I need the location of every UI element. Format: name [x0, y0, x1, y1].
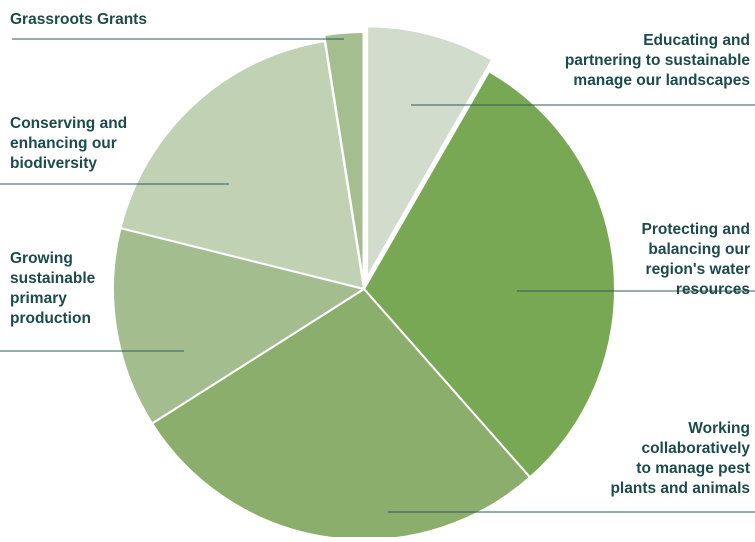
- slice-label-line: region's water: [646, 261, 750, 278]
- slice-label-line: sustainable: [10, 270, 96, 287]
- pie-slice-4: [112, 227, 365, 425]
- pie-slice-6: [323, 31, 365, 285]
- slice-label-line: to manage pest: [636, 460, 750, 477]
- slice-label-line: Grassroots Grants: [10, 11, 147, 28]
- leader-lines-layer: [0, 38, 755, 513]
- slice-label-1: Educating and partnering to sustainable ma…: [565, 32, 751, 89]
- pie-slice-5: [119, 40, 365, 290]
- slice-label-line: resources: [676, 281, 750, 298]
- pie-slice-2: [363, 70, 616, 479]
- slice-label-line: collaboratively: [641, 440, 750, 457]
- slice-label-line: balancing our: [648, 241, 750, 258]
- pie-slice-1: [366, 25, 494, 279]
- slice-label-line: Educating and: [643, 32, 750, 49]
- slice-label-4: Growing sustainable primary production: [10, 250, 96, 327]
- slice-label-line: production: [10, 310, 91, 327]
- slice-label-line: biodiversity: [10, 155, 97, 172]
- slice-label-line: Protecting and: [641, 221, 750, 238]
- slice-label-line: primary: [10, 290, 67, 307]
- slice-label-line: Conserving and: [10, 115, 127, 132]
- slice-label-line: enhancing our: [10, 135, 117, 152]
- slice-label-2: Protecting and balancing our region's wate…: [641, 221, 750, 298]
- slice-label-5: Conserving and enhancing our biodiversity: [10, 115, 127, 172]
- slice-label-line: Working: [688, 420, 750, 437]
- slices-layer: [112, 25, 616, 541]
- slice-label-line: plants and animals: [610, 480, 750, 497]
- slice-label-line: Growing: [10, 250, 73, 267]
- labels-layer: Educating and partnering to sustainable ma…: [10, 11, 750, 497]
- slice-label-6: Grassroots Grants: [10, 11, 147, 28]
- slice-label-3: Working collaboratively to manage pest plan…: [610, 420, 750, 497]
- slice-label-line: manage our landscapes: [573, 72, 750, 89]
- slice-label-line: partnering to sustainable: [565, 52, 751, 69]
